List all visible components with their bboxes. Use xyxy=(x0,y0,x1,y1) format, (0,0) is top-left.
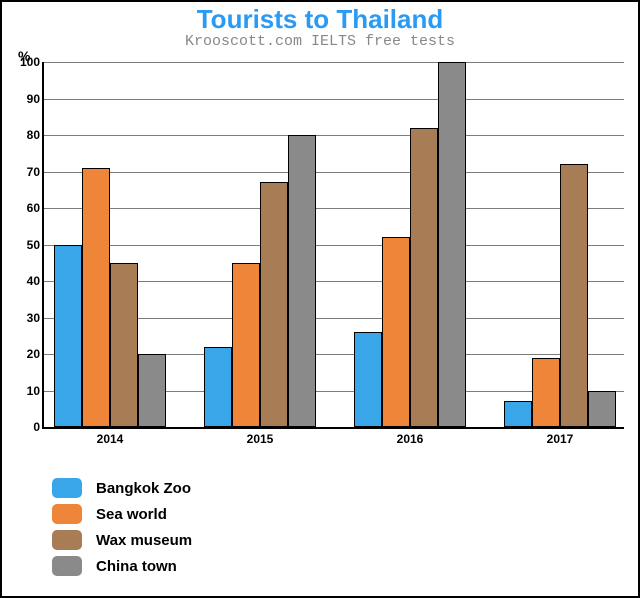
x-tick-label: 2014 xyxy=(54,432,166,446)
y-tick-label: 60 xyxy=(16,201,40,215)
bar-sea-world-2016 xyxy=(382,237,410,427)
bar-bangkok-zoo-2015 xyxy=(204,347,232,427)
bar-bangkok-zoo-2017 xyxy=(504,401,532,427)
legend: Bangkok Zoo Sea world Wax museum China town xyxy=(52,472,192,582)
y-tick-label: 0 xyxy=(16,420,40,434)
bar-wax-museum-2016 xyxy=(410,128,438,427)
legend-item: Bangkok Zoo xyxy=(52,478,192,498)
legend-label: Wax museum xyxy=(96,532,192,549)
x-tick-label: 2016 xyxy=(354,432,466,446)
chart-title: Tourists to Thailand xyxy=(2,4,638,35)
legend-label: Sea world xyxy=(96,506,167,523)
bar-wax-museum-2017 xyxy=(560,164,588,427)
legend-swatch xyxy=(52,556,82,576)
gridline xyxy=(44,99,624,100)
bar-china-town-2014 xyxy=(138,354,166,427)
y-tick-label: 100 xyxy=(16,55,40,69)
gridline xyxy=(44,135,624,136)
bar-bangkok-zoo-2016 xyxy=(354,332,382,427)
bar-china-town-2017 xyxy=(588,391,616,428)
y-tick-label: 90 xyxy=(16,92,40,106)
y-tick-label: 10 xyxy=(16,384,40,398)
legend-label: China town xyxy=(96,558,177,575)
bar-sea-world-2017 xyxy=(532,358,560,427)
chart-subtitle: Krooscott.com IELTS free tests xyxy=(2,33,638,50)
gridline xyxy=(44,245,624,246)
y-tick-label: 30 xyxy=(16,311,40,325)
x-tick-label: 2015 xyxy=(204,432,316,446)
bar-china-town-2016 xyxy=(438,62,466,427)
bar-china-town-2015 xyxy=(288,135,316,427)
gridline xyxy=(44,208,624,209)
y-tick-label: 40 xyxy=(16,274,40,288)
y-tick-label: 20 xyxy=(16,347,40,361)
gridline xyxy=(44,172,624,173)
chart-area: % 01020304050607080901002014201520162017 xyxy=(12,52,632,452)
legend-swatch xyxy=(52,530,82,550)
legend-swatch xyxy=(52,504,82,524)
gridline xyxy=(44,62,624,63)
x-tick-label: 2017 xyxy=(504,432,616,446)
bar-wax-museum-2014 xyxy=(110,263,138,427)
bar-sea-world-2015 xyxy=(232,263,260,427)
legend-label: Bangkok Zoo xyxy=(96,480,191,497)
bar-sea-world-2014 xyxy=(82,168,110,427)
legend-item: Wax museum xyxy=(52,530,192,550)
y-tick-label: 70 xyxy=(16,165,40,179)
legend-item: Sea world xyxy=(52,504,192,524)
y-tick-label: 80 xyxy=(16,128,40,142)
plot-area: 01020304050607080901002014201520162017 xyxy=(42,62,624,429)
legend-swatch xyxy=(52,478,82,498)
bar-wax-museum-2015 xyxy=(260,182,288,427)
bar-bangkok-zoo-2014 xyxy=(54,245,82,428)
y-tick-label: 50 xyxy=(16,238,40,252)
legend-item: China town xyxy=(52,556,192,576)
